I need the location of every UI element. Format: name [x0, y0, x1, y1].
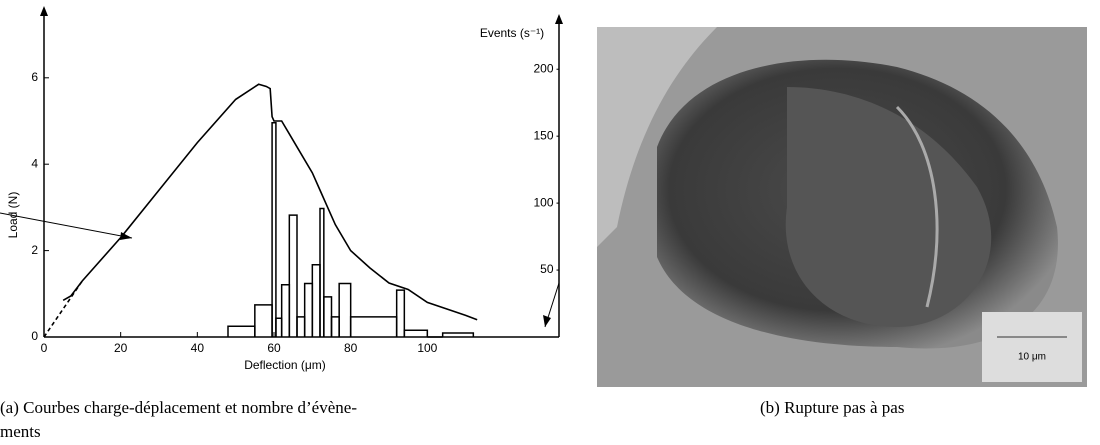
event-bar — [288, 214, 298, 337]
event-bar — [227, 325, 256, 337]
event-bar — [311, 263, 321, 337]
annotation-arrow — [0, 212, 133, 239]
caption: (b) Rupture pas à pas — [760, 398, 905, 417]
event-bar — [296, 316, 306, 337]
y2-tick-label: 200 — [533, 61, 553, 75]
x-tick-label: 80 — [344, 341, 358, 355]
event-bar — [323, 296, 333, 337]
x-tick-label: 100 — [417, 341, 437, 355]
y-tick-label: 4 — [31, 156, 38, 170]
x-tick-label: 0 — [41, 341, 48, 355]
y2-tick-label: 100 — [533, 195, 553, 209]
y-tick-label: 0 — [31, 329, 38, 343]
caption: ments — [0, 422, 41, 441]
event-bar — [338, 282, 352, 337]
load-curve — [62, 83, 478, 321]
arrow — [40, 6, 48, 16]
event-bar — [330, 316, 340, 337]
event-bar — [349, 316, 398, 337]
arrow — [555, 14, 563, 24]
caption: (a) Courbes charge-déplacement et nombre… — [0, 398, 357, 417]
x-tick-label: 60 — [267, 341, 281, 355]
x-axis-label: Deflection (μm) — [244, 358, 326, 372]
event-bar — [303, 282, 314, 337]
chart: Deflection (μm) Load (N) Events (s⁻¹) 02… — [0, 6, 563, 372]
y-tick-label: 6 — [31, 70, 38, 84]
load-curve — [43, 280, 83, 338]
y2-axis-label: Events (s⁻¹) — [480, 26, 544, 40]
y-tick-label: 2 — [31, 243, 38, 257]
x-tick-label: 40 — [191, 341, 205, 355]
event-bar — [275, 317, 283, 337]
y2-tick-label: 50 — [540, 262, 554, 276]
scale-bar-label: 10 μm — [1018, 352, 1046, 363]
x-tick-label: 20 — [114, 341, 128, 355]
event-bar — [254, 304, 273, 337]
y2-tick-label: 150 — [533, 128, 553, 142]
event-bar — [403, 329, 429, 337]
arrow — [543, 315, 551, 327]
event-bar — [271, 122, 277, 337]
event-bar — [319, 207, 325, 337]
event-bar — [395, 289, 406, 337]
event-bar — [441, 332, 475, 337]
sem-image: 10 μm — [597, 27, 1087, 387]
event-bar — [280, 284, 291, 337]
